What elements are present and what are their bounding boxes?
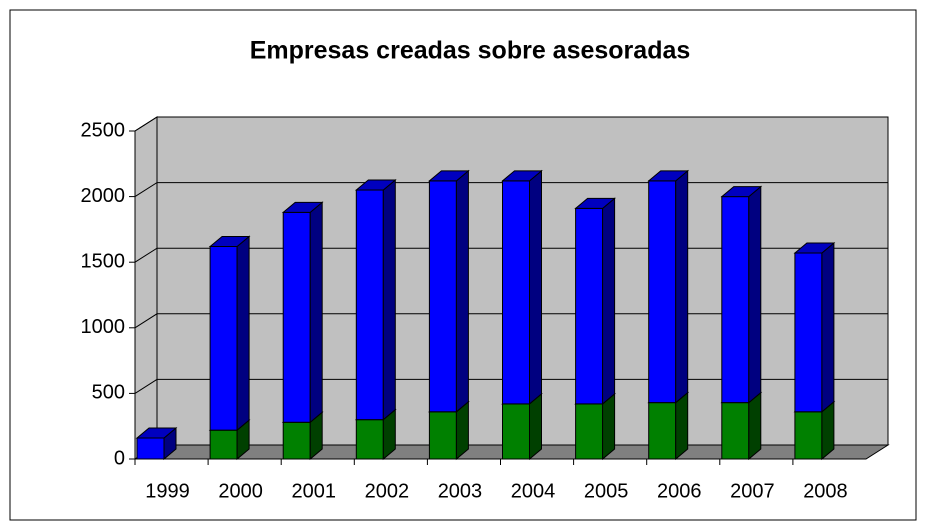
bar-side [821, 241, 835, 413]
y-tick-label: 2000 [81, 185, 126, 207]
bar-segment [794, 411, 823, 460]
bar-side [529, 169, 542, 405]
x-tick-label: 2002 [365, 480, 410, 502]
y-tick-label: 2500 [81, 119, 126, 141]
bar-top [793, 242, 836, 254]
bar-top [647, 170, 690, 182]
x-tick-label: 2000 [218, 480, 263, 502]
x-tick-label: 1999 [145, 480, 190, 502]
bar-top [354, 179, 397, 191]
bar-segment [136, 437, 165, 460]
bar-segment [721, 402, 750, 460]
bar-segment [648, 402, 677, 460]
bar-side [236, 235, 250, 432]
bar-side [382, 178, 396, 421]
y-tick-label: 0 [114, 447, 125, 469]
bar-segment [209, 245, 238, 431]
bar-top [428, 170, 470, 182]
y-tick-label: 1000 [81, 316, 126, 338]
x-tick-label: 2003 [438, 480, 483, 502]
x-tick-label: 2006 [657, 480, 702, 502]
x-tick-label: 2005 [584, 480, 629, 502]
bar-side [675, 169, 689, 404]
y-tick-label: 1500 [81, 250, 126, 272]
bar-segment [575, 207, 604, 405]
bar-segment [428, 180, 457, 413]
bar-top [720, 186, 763, 198]
x-tick-label: 2004 [511, 480, 556, 502]
bar-segment [428, 411, 457, 460]
bar-side [748, 185, 762, 404]
bar-side [309, 201, 323, 424]
bar-side [602, 197, 616, 405]
x-tick-label: 2001 [292, 480, 337, 502]
x-tick-label: 2007 [730, 480, 775, 502]
grid-line [134, 247, 888, 263]
bar-top [574, 197, 616, 209]
bar-segment [282, 211, 311, 423]
chart-title: Empresas creadas sobre asesoradas [250, 37, 691, 65]
bar-side [455, 169, 469, 413]
bar-top [208, 235, 251, 247]
bar-side [675, 391, 689, 461]
bar-segment [502, 403, 530, 460]
bar-top [501, 170, 543, 182]
bar-segment [575, 403, 604, 460]
grid-line [134, 313, 888, 329]
bar-segment [282, 421, 311, 460]
bar-segment [502, 180, 530, 405]
side-wall [134, 116, 158, 460]
bar-segment [648, 180, 677, 404]
bar-segment [209, 429, 238, 460]
bar-segment [355, 189, 384, 421]
bar-segment [794, 252, 823, 413]
bar-side [748, 391, 762, 461]
bar-segment [721, 196, 750, 404]
grid-line [134, 378, 888, 394]
x-tick-label: 2008 [803, 480, 848, 502]
bar-segment [355, 419, 384, 460]
bar-top [135, 427, 178, 439]
grid-line [134, 182, 888, 198]
bar-top [281, 201, 324, 213]
grid-line [134, 116, 888, 132]
y-tick-label: 500 [92, 382, 125, 404]
bar-side [602, 392, 616, 461]
bar-side [529, 392, 542, 461]
